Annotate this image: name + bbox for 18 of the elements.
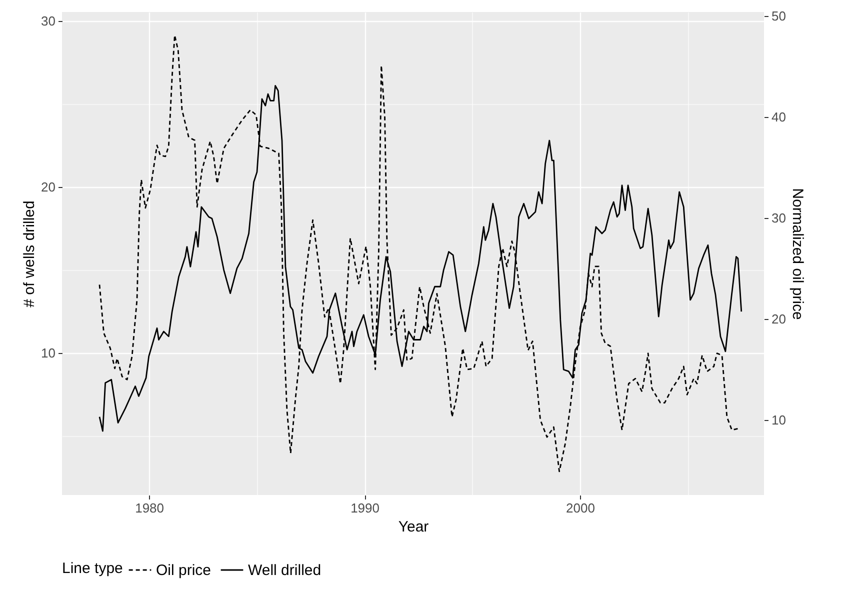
y-axis-title: # of wells drilled [21,200,38,308]
y2-tick-label: 10 [772,412,786,428]
y-tick-label: 10 [41,346,56,361]
y-tick-label: 30 [41,13,56,28]
legend-label: Well drilled [248,562,322,579]
y2-tick-label: 40 [772,110,786,125]
y2-tick-label: 20 [772,311,786,326]
legend-title: Line type [62,560,123,577]
x-axis-title: Year [398,518,429,536]
y2-tick-label: 50 [772,8,786,24]
x-tick-label: 1990 [350,500,380,516]
x-tick-label: 1980 [135,500,164,516]
y2-tick-label: 30 [772,210,786,226]
legend-label: Oil price [156,562,212,579]
x-tick-label: 2000 [566,500,595,516]
line-series [98,34,741,472]
y-tick-label: 20 [41,180,56,194]
y2-axis-title: Normalized oil price [788,188,806,320]
